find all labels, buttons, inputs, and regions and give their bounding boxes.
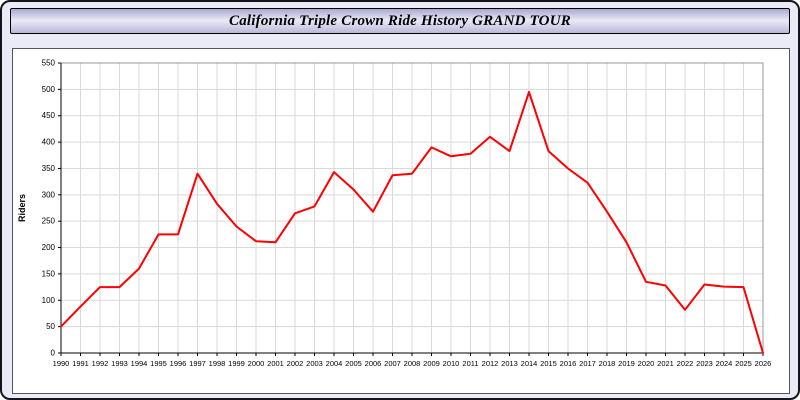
y-tick-label: 550 [42, 59, 56, 68]
y-tick-label: 350 [42, 164, 56, 173]
x-tick-label: 1990 [53, 359, 70, 368]
x-tick-label: 2012 [482, 359, 499, 368]
chart-title: California Triple Crown Ride History GRA… [229, 12, 571, 29]
x-tick-label: 2019 [618, 359, 635, 368]
x-tick-label: 2001 [267, 359, 284, 368]
ride-history-line-chart: 1990 1991 1992 1993 1994 1995 1996 1997 1998 1999… [17, 59, 772, 369]
x-tick-label: 2025 [735, 359, 752, 368]
riders-series-line [60, 91, 764, 354]
x-tick-label: 2005 [345, 359, 362, 368]
y-tick-label: 150 [42, 269, 56, 278]
x-tick-label: 2016 [560, 359, 577, 368]
x-tick-label: 1991 [72, 359, 89, 368]
x-tick-label: 1998 [209, 359, 226, 368]
x-tick-label: 2015 [540, 359, 557, 368]
x-tick-label: 2026 [755, 359, 772, 368]
x-tick-label: 2003 [306, 359, 323, 368]
x-tick-label: 2020 [638, 359, 655, 368]
x-tick-label: 2013 [501, 359, 518, 368]
x-tick-label: 1993 [111, 359, 128, 368]
x-tick-label: 2022 [677, 359, 694, 368]
x-tick-label: 2011 [462, 359, 478, 368]
x-tick-label: 2007 [384, 359, 401, 368]
x-tick-label: 1996 [170, 359, 187, 368]
title-bar: California Triple Crown Ride History GRA… [10, 8, 790, 34]
x-tick-label: 2004 [326, 359, 343, 368]
y-tick-label: 0 [51, 349, 56, 358]
x-tick-label: 1999 [228, 359, 245, 368]
y-tick-label: 50 [46, 322, 55, 331]
x-tick-label: 2000 [248, 359, 265, 368]
x-tick-label: 2017 [579, 359, 596, 368]
x-tick-label: 1994 [131, 359, 148, 368]
x-tick-label: 1992 [92, 359, 109, 368]
x-tick-label: 2014 [521, 359, 538, 368]
x-tick-label: 2023 [696, 359, 713, 368]
x-tick-label: 2024 [716, 359, 733, 368]
x-tick-label: 2009 [423, 359, 440, 368]
x-tick-label: 1995 [150, 359, 167, 368]
x-tick-label: 2021 [657, 359, 674, 368]
chart-panel: 1990 1991 1992 1993 1994 1995 1996 1997 1998 1999… [12, 48, 790, 394]
y-tick-label: 400 [42, 138, 56, 147]
x-tick-label: 2010 [443, 359, 460, 368]
y-tick-label: 100 [42, 296, 56, 305]
y-tick-label: 200 [42, 243, 56, 252]
x-tick-label: 1997 [189, 359, 206, 368]
y-tick-label: 250 [42, 217, 56, 226]
x-tick-label: 2018 [599, 359, 616, 368]
y-tick-label: 500 [42, 85, 56, 94]
y-axis-title: Riders [17, 194, 27, 222]
x-tick-label: 2002 [287, 359, 304, 368]
y-tick-label: 450 [42, 111, 56, 120]
y-tick-label: 300 [42, 190, 56, 199]
x-tick-label: 2006 [365, 359, 382, 368]
x-tick-label: 2008 [404, 359, 421, 368]
